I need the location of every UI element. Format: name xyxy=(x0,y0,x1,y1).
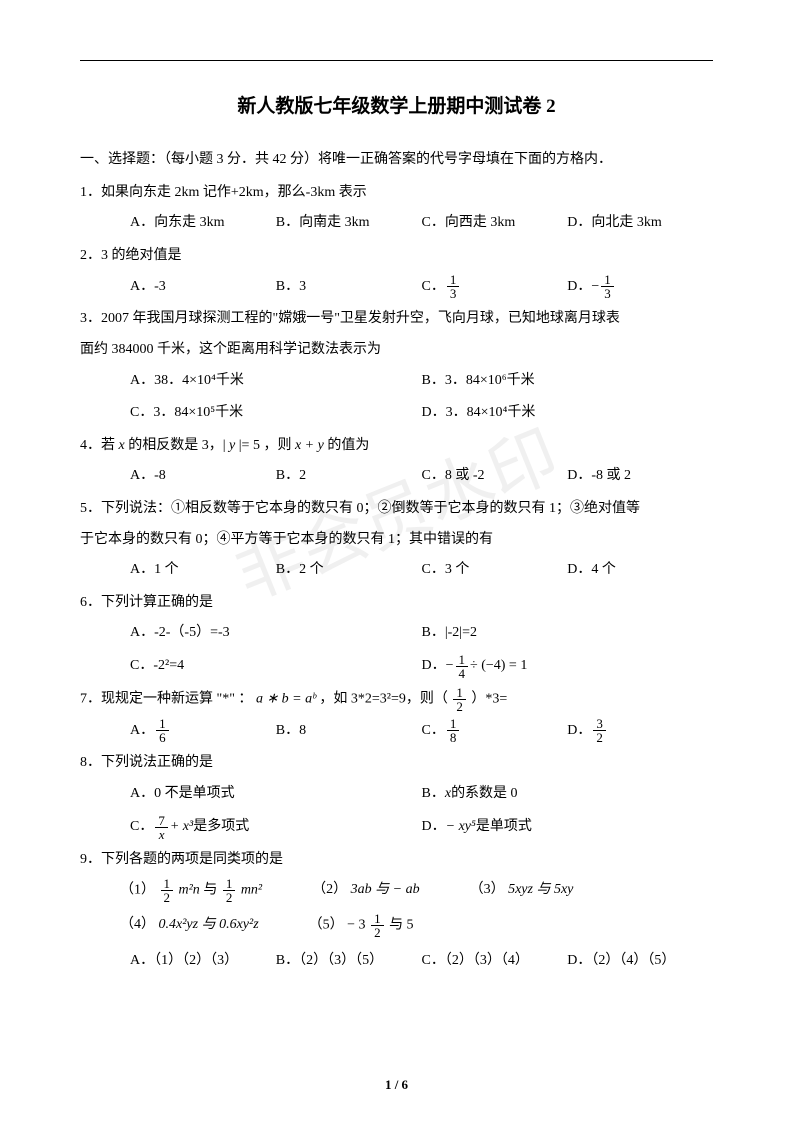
question-2: 2．3 的绝对值是 A．-3 B．3 C． 13 D． − 13 xyxy=(80,243,713,301)
q2-opt-b: B．3 xyxy=(276,274,422,301)
q2-text: 2．3 的绝对值是 xyxy=(80,243,713,270)
question-4: 4．若 x 的相反数是 3，| y |= 5 ，则 x + y 的值为 A．-8… xyxy=(80,433,713,490)
q1-options: A．向东走 3km B．向南走 3km C．向西走 3km D．向北走 3km xyxy=(80,210,713,237)
q9-opt-a: A．（1）（2）（3） xyxy=(130,948,276,975)
q6-options-row1: A．-2-（-5）=-3 B．|-2|=2 xyxy=(80,620,713,647)
q9-opt-d: D．（2）（4）（5） xyxy=(567,948,713,975)
q1-text: 1．如果向东走 2km 记作+2km，那么-3km 表示 xyxy=(80,180,713,207)
question-7: 7．现规定一种新运算 "*" ： a ∗ b = aᵇ ，如 3*2=3²=9，… xyxy=(80,686,713,744)
q6-options-row2: C．-2²=4 D． − 14 ÷ (−4) = 1 xyxy=(80,653,713,680)
q7-opt-d: D． 32 xyxy=(567,717,713,744)
q5-text1: 5．下列说法：①相反数等于它本身的数只有 0；②倒数等于它本身的数只有 1；③绝… xyxy=(80,496,713,523)
frac-1-2: 12 xyxy=(453,686,466,713)
q5-opt-b: B．2 个 xyxy=(276,557,422,584)
q8-options-row1: A．0 不是单项式 B．x 的系数是 0 xyxy=(80,781,713,808)
q9-opt-c: C．（2）（3）（4） xyxy=(422,948,568,975)
page-title: 新人教版七年级数学上册期中测试卷 2 xyxy=(80,89,713,125)
q7-opt-c: C． 18 xyxy=(422,717,568,744)
q5-text2: 于它本身的数只有 0；④平方等于它本身的数只有 1；其中错误的有 xyxy=(80,527,713,554)
q3-options-row1: A．38．4×10⁴千米 B．3．84×10⁶千米 xyxy=(80,368,713,395)
q7-opt-b: B．8 xyxy=(276,718,422,745)
q3-opt-c: C．3．84×10⁵千米 xyxy=(130,400,422,427)
q1-opt-c: C．向西走 3km xyxy=(422,210,568,237)
q3-options-row2: C．3．84×10⁵千米 D．3．84×10⁴千米 xyxy=(80,400,713,427)
q4-text: 4．若 x 的相反数是 3，| y |= 5 ，则 x + y 的值为 xyxy=(80,433,713,460)
question-5: 5．下列说法：①相反数等于它本身的数只有 0；②倒数等于它本身的数只有 1；③绝… xyxy=(80,496,713,584)
q9-s3: （3） 5xyz 与 5xy xyxy=(470,877,574,904)
q9-subitems-row2: （4） 0.4x²yz 与 0.6xy²z （5） − 3 12 与 5 xyxy=(80,912,713,943)
q3-opt-d: D．3．84×10⁴千米 xyxy=(422,400,714,427)
q1-opt-a: A．向东走 3km xyxy=(130,210,276,237)
q5-opt-d: D．4 个 xyxy=(567,557,713,584)
q6-opt-d: D． − 14 ÷ (−4) = 1 xyxy=(422,653,714,680)
frac-1-3: 13 xyxy=(447,273,460,300)
q2-d-pre: D． xyxy=(567,274,591,301)
question-6: 6．下列计算正确的是 A．-2-（-5）=-3 B．|-2|=2 C．-2²=4… xyxy=(80,590,713,680)
q2-opt-d: D． − 13 xyxy=(567,273,713,300)
q6-opt-b: B．|-2|=2 xyxy=(422,620,714,647)
q2-opt-a: A．-3 xyxy=(130,274,276,301)
q2-opt-c: C． 13 xyxy=(422,273,568,300)
q3-opt-a: A．38．4×10⁴千米 xyxy=(130,368,422,395)
page-number: 1 / 6 xyxy=(0,1073,793,1098)
q9-text: 9．下列各题的两项是同类项的是 xyxy=(80,847,713,874)
q4-opt-c: C．8 或 -2 xyxy=(422,463,568,490)
question-9: 9．下列各题的两项是同类项的是 （1） 12 m²n 与 12 mn² （2） … xyxy=(80,847,713,975)
q9-s1: （1） 12 m²n 与 12 mn² xyxy=(120,877,262,904)
section-header: 一、选择题：（每小题 3 分．共 42 分）将唯一正确答案的代号字母填在下面的方… xyxy=(80,147,713,174)
q9-s4: （4） 0.4x²yz 与 0.6xy²z xyxy=(120,912,259,939)
q6-text: 6．下列计算正确的是 xyxy=(80,590,713,617)
q8-text: 8．下列说法正确的是 xyxy=(80,750,713,777)
q9-s5: （5） − 3 12 与 5 xyxy=(309,912,414,939)
q7-opt-a: A． 16 xyxy=(130,717,276,744)
q3-text1: 3．2007 年我国月球探测工程的"嫦娥一号"卫星发射升空，飞向月球，已知地球离… xyxy=(80,306,713,333)
q7-text: 7．现规定一种新运算 "*" ： a ∗ b = aᵇ ，如 3*2=3²=9，… xyxy=(80,686,713,713)
q9-subitems-row1: （1） 12 m²n 与 12 mn² （2） 3ab 与 − ab （3） 5… xyxy=(80,877,713,908)
q3-text2: 面约 384000 千米，这个距离用科学记数法表示为 xyxy=(80,337,713,364)
q9-s2: （2） 3ab 与 − ab xyxy=(312,877,419,904)
question-3: 3．2007 年我国月球探测工程的"嫦娥一号"卫星发射升空，飞向月球，已知地球离… xyxy=(80,306,713,426)
q8-opt-b: B．x 的系数是 0 xyxy=(422,781,714,808)
q6-opt-c: C．-2²=4 xyxy=(130,653,422,680)
q4-opt-d: D．-8 或 2 xyxy=(567,463,713,490)
q4-opt-b: B．2 xyxy=(276,463,422,490)
q5-opt-a: A．1 个 xyxy=(130,557,276,584)
q9-options: A．（1）（2）（3） B．（2）（3）（5） C．（2）（3）（4） D．（2… xyxy=(80,948,713,975)
question-8: 8．下列说法正确的是 A．0 不是单项式 B．x 的系数是 0 C． 7x + … xyxy=(80,750,713,840)
q1-opt-b: B．向南走 3km xyxy=(276,210,422,237)
q2-c-pre: C． xyxy=(422,274,445,301)
q4-opt-a: A．-8 xyxy=(130,463,276,490)
q8-opt-d: D．− xy⁵ 是单项式 xyxy=(422,814,714,841)
frac-1-4: 14 xyxy=(456,653,469,680)
q3-opt-b: B．3．84×10⁶千米 xyxy=(422,368,714,395)
q8-opt-a: A．0 不是单项式 xyxy=(130,781,422,808)
q4-options: A．-8 B．2 C．8 或 -2 D．-8 或 2 xyxy=(80,463,713,490)
q9-opt-b: B．（2）（3）（5） xyxy=(276,948,422,975)
top-rule xyxy=(80,60,713,61)
q6-opt-a: A．-2-（-5）=-3 xyxy=(130,620,422,647)
q8-options-row2: C． 7x + x³ 是多项式 D．− xy⁵ 是单项式 xyxy=(80,814,713,841)
question-1: 1．如果向东走 2km 记作+2km，那么-3km 表示 A．向东走 3km B… xyxy=(80,180,713,237)
q5-opt-c: C．3 个 xyxy=(422,557,568,584)
q8-opt-c: C． 7x + x³ 是多项式 xyxy=(130,814,422,841)
q1-opt-d: D．向北走 3km xyxy=(567,210,713,237)
q5-options: A．1 个 B．2 个 C．3 个 D．4 个 xyxy=(80,557,713,584)
q2-options: A．-3 B．3 C． 13 D． − 13 xyxy=(80,273,713,300)
minus: − xyxy=(591,274,599,301)
q7-options: A． 16 B．8 C． 18 D． 32 xyxy=(80,717,713,744)
frac-1-3-neg: 13 xyxy=(601,273,614,300)
